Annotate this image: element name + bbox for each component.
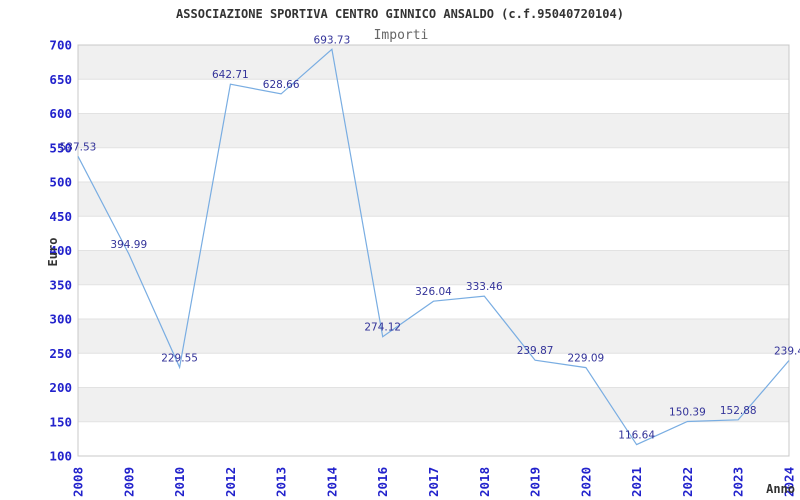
plot-band — [78, 319, 789, 354]
y-tick-label: 400 — [49, 243, 72, 258]
data-point-label: 274.12 — [364, 322, 401, 334]
data-point-label: 239.4 — [774, 346, 800, 358]
x-tick-label: 2021 — [629, 467, 644, 497]
y-tick-label: 300 — [49, 312, 72, 327]
x-tick-label: 2008 — [71, 467, 86, 497]
x-axis-title: Anno — [766, 482, 795, 496]
plot-background-bands — [78, 45, 789, 422]
data-point-label: 116.64 — [618, 430, 655, 442]
y-axis-tick-labels: 100 150 200 250 300 350 400 450 500 550 600 650 700 — [49, 38, 72, 464]
y-tick-label: 700 — [49, 38, 72, 53]
series-line — [77, 48, 790, 446]
data-point-label: 152.88 — [720, 405, 757, 417]
x-axis-tick-labels: 2008 2009 2010 2012 2013 2014 2016 2017 2018 2019… — [71, 467, 797, 497]
data-point-label: 326.04 — [415, 286, 452, 298]
x-tick-label: 2018 — [477, 467, 492, 497]
y-tick-label: 550 — [49, 140, 72, 155]
x-tick-label: 2010 — [172, 467, 187, 497]
plot-band — [78, 387, 789, 422]
y-tick-label: 150 — [49, 414, 72, 429]
x-tick-label: 2013 — [274, 467, 289, 497]
data-point-label: 628.66 — [263, 79, 300, 91]
x-tick-label: 2019 — [528, 467, 543, 497]
data-point-label: 642.71 — [212, 69, 249, 81]
x-tick-label: 2014 — [324, 467, 339, 497]
chart-title: ASSOCIAZIONE SPORTIVA CENTRO GINNICO ANS… — [176, 7, 624, 21]
y-tick-label: 500 — [49, 175, 72, 190]
data-point-label: 229.55 — [161, 352, 198, 364]
x-tick-label: 2009 — [121, 467, 136, 497]
data-point-label: 229.09 — [567, 353, 604, 365]
y-tick-label: 600 — [49, 106, 72, 121]
x-tick-label: 2017 — [426, 467, 441, 497]
legend-label: Importi — [374, 28, 429, 43]
data-point-label: 150.39 — [669, 406, 706, 418]
plot-band — [78, 250, 789, 285]
y-tick-label: 100 — [49, 449, 72, 464]
y-axis-title: Euro — [46, 238, 60, 267]
plot-band — [78, 113, 789, 148]
gridlines — [78, 78, 789, 423]
plot-border — [77, 44, 790, 457]
x-tick-label: 2023 — [731, 467, 746, 497]
x-tick-label: 2022 — [680, 467, 695, 497]
x-tick-label: 2012 — [223, 467, 238, 497]
data-point-label: 394.99 — [110, 239, 147, 251]
data-point-label: 537.53 — [60, 141, 97, 153]
y-tick-label: 350 — [49, 277, 72, 292]
plot-band — [78, 45, 789, 80]
data-point-labels: 537.53 394.99 229.55 642.71 628.66 693.73 274.… — [60, 34, 800, 441]
y-tick-label: 250 — [49, 346, 72, 361]
y-tick-label: 450 — [49, 209, 72, 224]
data-point-label: 239.87 — [517, 345, 554, 357]
x-tick-label: 2016 — [375, 467, 390, 497]
y-tick-label: 650 — [49, 72, 72, 87]
data-point-label: 693.73 — [314, 34, 351, 46]
plot-band — [78, 182, 789, 217]
data-point-label: 333.46 — [466, 281, 503, 293]
x-tick-label: 2024 — [782, 467, 797, 497]
x-tick-label: 2020 — [578, 467, 593, 497]
y-tick-label: 200 — [49, 380, 72, 395]
